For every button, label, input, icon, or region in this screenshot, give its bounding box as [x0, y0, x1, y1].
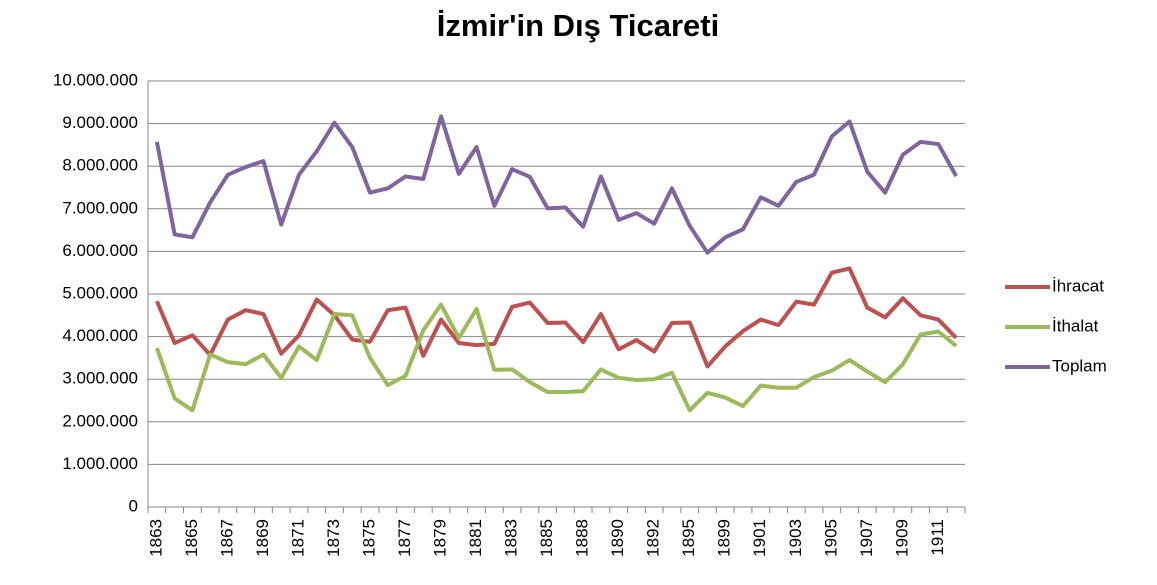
y-tick-label: 0	[129, 496, 138, 515]
y-tick-label: 7.000.000	[62, 198, 138, 217]
x-tick-label: 1883	[502, 519, 521, 557]
x-tick-label: 1899	[715, 519, 734, 557]
x-tick-label: 1892	[644, 519, 663, 557]
series-line	[154, 114, 958, 255]
y-tick-label: 9.000.000	[62, 113, 138, 132]
x-tick-label: 1877	[395, 519, 414, 557]
y-tick-label: 8.000.000	[62, 156, 138, 175]
x-tick-label: 1903	[786, 519, 805, 557]
x-tick-label: 1905	[821, 519, 840, 557]
x-tick-label: 1907	[857, 519, 876, 557]
y-tick-label: 2.000.000	[62, 411, 138, 430]
x-tick-label: 1911	[928, 519, 947, 556]
x-tick-label: 1879	[431, 519, 450, 557]
legend-label: Toplam	[1052, 356, 1107, 375]
x-tick-label: 1881	[466, 519, 485, 557]
x-tick-label: 1901	[750, 519, 769, 557]
y-tick-label: 10.000.000	[53, 70, 138, 89]
x-tick-label: 1888	[573, 519, 592, 557]
x-tick-label: 1873	[324, 519, 343, 557]
x-tick-label: 1909	[892, 519, 911, 557]
y-tick-label: 5.000.000	[62, 283, 138, 302]
x-tick-label: 1871	[288, 519, 307, 557]
y-tick-label: 1.000.000	[62, 454, 138, 473]
series-line	[154, 302, 958, 413]
x-tick-label: 1865	[182, 519, 201, 557]
y-tick-label: 4.000.000	[62, 326, 138, 345]
x-tick-label: 1867	[217, 519, 236, 557]
x-tick-label: 1863	[146, 519, 165, 557]
legend-label: İthalat	[1052, 316, 1099, 335]
x-tick-label: 1895	[679, 519, 698, 557]
series-line	[155, 266, 958, 369]
y-tick-label: 6.000.000	[62, 241, 138, 260]
y-tick-label: 3.000.000	[62, 369, 138, 388]
x-tick-label: 1890	[608, 519, 627, 557]
chart-title: İzmir'in Dış Ticareti	[437, 8, 719, 43]
legend-label: İhracat	[1052, 276, 1104, 295]
x-tick-label: 1885	[537, 519, 556, 557]
x-tick-label: 1869	[253, 519, 272, 557]
x-tick-label: 1875	[359, 519, 378, 557]
